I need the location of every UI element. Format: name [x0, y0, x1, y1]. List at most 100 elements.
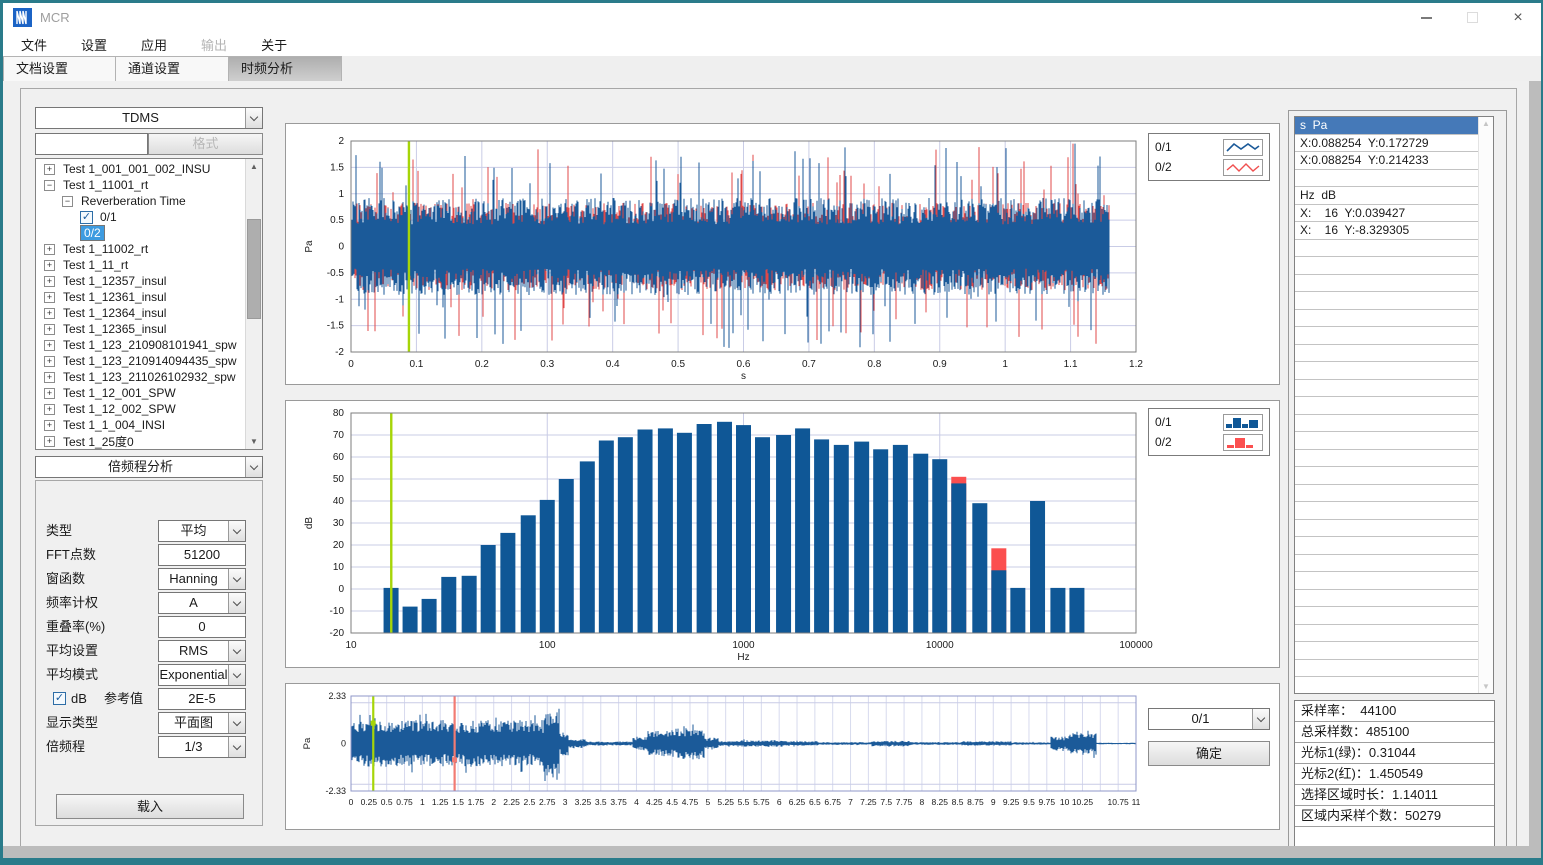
cursor-list-row[interactable]: [1295, 450, 1478, 467]
cursor-list-row[interactable]: [1295, 502, 1478, 520]
search-input[interactable]: [35, 133, 148, 155]
close-button[interactable]: ×: [1513, 8, 1523, 26]
cursor-list-row[interactable]: [1295, 590, 1478, 607]
expand-icon[interactable]: +: [44, 291, 55, 303]
minimize-button[interactable]: [1403, 3, 1449, 32]
tree-item[interactable]: + Test 1_123_211026102932_spw: [36, 369, 245, 385]
cursor-list-row[interactable]: [1295, 345, 1478, 362]
scroll-up-icon[interactable]: ▲: [1482, 119, 1490, 128]
expand-icon[interactable]: +: [44, 355, 55, 367]
expand-icon[interactable]: +: [44, 419, 55, 431]
cursor-list-header[interactable]: s Pa: [1295, 117, 1478, 135]
form-select-0[interactable]: 平均: [158, 520, 246, 542]
tab-time-frequency-analysis[interactable]: 时频分析: [229, 56, 342, 81]
cursor-list-row[interactable]: [1295, 467, 1478, 485]
collapse-icon[interactable]: −: [62, 195, 73, 207]
expand-icon[interactable]: +: [44, 323, 55, 335]
cursor-list-row[interactable]: [1295, 642, 1478, 660]
expand-icon[interactable]: +: [44, 403, 55, 415]
format-button[interactable]: 格式: [148, 133, 263, 155]
octave-spectrum-chart[interactable]: 10 100 1000 10000 100000 -20 -10 0 10 20 30 40 50 60 7…: [286, 401, 1279, 667]
cursor-list-row[interactable]: [1295, 240, 1478, 257]
tree-item[interactable]: + Test 1_001_001_002_INSU: [36, 161, 245, 177]
tree-item[interactable]: + Test 1_12357_insul: [36, 273, 245, 289]
confirm-button[interactable]: 确定: [1148, 741, 1270, 766]
cursor-list-row[interactable]: X:0.088254 Y:0.214233: [1295, 152, 1478, 170]
cursor-list-row[interactable]: [1295, 607, 1478, 625]
expand-icon[interactable]: +: [44, 259, 55, 271]
menu-application[interactable]: 应用: [141, 37, 168, 53]
form-input-7[interactable]: 2E-5: [158, 688, 246, 710]
collapse-icon[interactable]: −: [44, 179, 55, 191]
channel-checkbox[interactable]: ✓: [80, 210, 93, 224]
cursor-list-row[interactable]: [1295, 170, 1478, 187]
form-input-4[interactable]: 0: [158, 616, 246, 638]
maximize-button[interactable]: [1449, 3, 1495, 32]
cursor-list-row[interactable]: [1295, 362, 1478, 380]
cursor-list-scrollbar[interactable]: ▲ ▼: [1478, 117, 1493, 693]
expand-icon[interactable]: +: [44, 339, 55, 351]
menu-file[interactable]: 文件: [21, 37, 48, 53]
cursor-list-row[interactable]: X: 16 Y:-8.329305: [1295, 222, 1478, 240]
cursor-list-row[interactable]: [1295, 485, 1478, 502]
cursor-list-row[interactable]: [1295, 555, 1478, 572]
tree-item[interactable]: − Test 1_11001_rt: [36, 177, 245, 193]
cursor-list-row[interactable]: [1295, 625, 1478, 642]
cursor-list-row[interactable]: [1295, 572, 1478, 590]
cursor-list-row[interactable]: [1295, 432, 1478, 450]
load-button[interactable]: 载入: [56, 794, 244, 819]
form-select-8[interactable]: 平面图: [158, 712, 246, 734]
tree-item[interactable]: − Reverberation Time: [36, 193, 245, 209]
cursor-list-row[interactable]: Hz dB: [1295, 187, 1478, 205]
form-select-9[interactable]: 1/3: [158, 736, 246, 758]
expand-icon[interactable]: +: [44, 387, 55, 399]
tree-item[interactable]: + Test 1_12361_insul: [36, 289, 245, 305]
form-select-5[interactable]: RMS: [158, 640, 246, 662]
tree-item[interactable]: + Test 1_123_210914094435_spw: [36, 353, 245, 369]
tree-item[interactable]: + Test 1_25度0: [36, 433, 245, 449]
cursor-list-row[interactable]: [1295, 380, 1478, 397]
cursor-list-row[interactable]: [1295, 257, 1478, 275]
expand-icon[interactable]: +: [44, 371, 55, 383]
expand-icon[interactable]: +: [44, 163, 55, 175]
form-select-6[interactable]: Exponential: [158, 664, 246, 686]
full-waveform-chart[interactable]: 0 0.25 0.5 0.75 1 1.25 1.5 1.75 2 2.25 2.5 2.75 3 3.2…: [286, 684, 1279, 829]
scroll-up-icon[interactable]: ▲: [250, 162, 258, 171]
tree-item[interactable]: + Test 1_11_rt: [36, 257, 245, 273]
db-checkbox[interactable]: ✓: [53, 692, 66, 705]
tree-item[interactable]: + Test 1_12_002_SPW: [36, 401, 245, 417]
tree-item[interactable]: + Test 1_12_001_SPW: [36, 385, 245, 401]
file-format-select[interactable]: TDMS: [35, 107, 263, 129]
tree-item[interactable]: + Test 1_123_210908101941_spw: [36, 337, 245, 353]
menu-about[interactable]: 关于: [261, 37, 288, 53]
scroll-down-icon[interactable]: ▼: [250, 437, 258, 446]
tree-item[interactable]: + Test 1_12364_insul: [36, 305, 245, 321]
cursor-list-row[interactable]: X: 16 Y:0.039427: [1295, 205, 1478, 222]
expand-icon[interactable]: +: [44, 243, 55, 255]
tree-item[interactable]: ✓ 0/1: [36, 209, 245, 225]
menu-output[interactable]: 输出: [201, 37, 228, 53]
form-select-2[interactable]: Hanning: [158, 568, 246, 590]
tab-document-settings[interactable]: 文档设置: [3, 56, 116, 81]
tree-item[interactable]: + Test 1_12365_insul: [36, 321, 245, 337]
cursor-list-row[interactable]: [1295, 537, 1478, 555]
analysis-type-select[interactable]: 倍频程分析: [35, 456, 263, 478]
cursor-list-row[interactable]: [1295, 397, 1478, 415]
form-select-3[interactable]: A: [158, 592, 246, 614]
cursor-list-row[interactable]: [1295, 292, 1478, 310]
tree-item[interactable]: + Test 1_1_004_INSI: [36, 417, 245, 433]
tree-scrollbar-thumb[interactable]: [247, 219, 261, 319]
expand-icon[interactable]: +: [44, 435, 55, 447]
cursor-list-row[interactable]: [1295, 677, 1478, 693]
channel-select[interactable]: 0/1: [1148, 708, 1270, 730]
tree-item[interactable]: ✓0/2: [36, 225, 245, 241]
expand-icon[interactable]: +: [44, 307, 55, 319]
cursor-list-row[interactable]: [1295, 415, 1478, 432]
cursor-list-row[interactable]: [1295, 327, 1478, 345]
tree-item[interactable]: + Test 1_11002_rt: [36, 241, 245, 257]
cursor-list-row[interactable]: [1295, 310, 1478, 327]
cursor-list-row[interactable]: [1295, 520, 1478, 537]
expand-icon[interactable]: +: [44, 275, 55, 287]
cursor-list-row[interactable]: [1295, 275, 1478, 292]
cursor-list-row[interactable]: [1295, 660, 1478, 677]
